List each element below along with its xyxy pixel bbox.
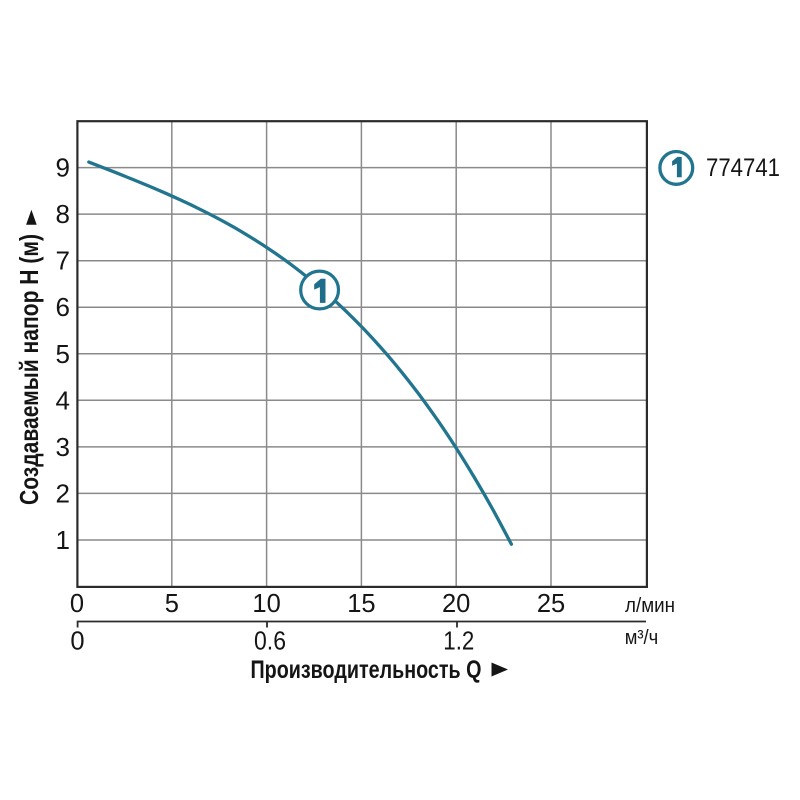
svg-text:25: 25 (537, 590, 565, 618)
svg-text:1.2: 1.2 (443, 628, 474, 656)
svg-text:20: 20 (442, 590, 470, 618)
svg-text:5: 5 (56, 339, 70, 369)
svg-text:10: 10 (252, 590, 280, 618)
svg-text:м³/ч: м³/ч (625, 627, 659, 649)
svg-text:15: 15 (347, 590, 375, 618)
svg-text:0: 0 (70, 628, 84, 656)
svg-text:774741: 774741 (706, 154, 780, 182)
svg-text:8: 8 (56, 199, 70, 229)
svg-text:7: 7 (56, 246, 70, 276)
svg-text:9: 9 (56, 153, 70, 183)
svg-text:0: 0 (70, 590, 84, 618)
svg-text:0.6: 0.6 (254, 628, 286, 656)
svg-text:2: 2 (56, 478, 70, 508)
svg-text:3: 3 (56, 432, 70, 462)
svg-text:5: 5 (165, 590, 179, 618)
svg-text:6: 6 (56, 292, 70, 322)
svg-text:Производительность Q: Производительность Q (251, 656, 482, 684)
svg-text:4: 4 (56, 385, 70, 415)
svg-text:1: 1 (56, 525, 70, 555)
svg-text:Создаваемый напор H (м): Создаваемый напор H (м) (14, 234, 44, 505)
svg-text:л/мин: л/мин (625, 594, 675, 617)
